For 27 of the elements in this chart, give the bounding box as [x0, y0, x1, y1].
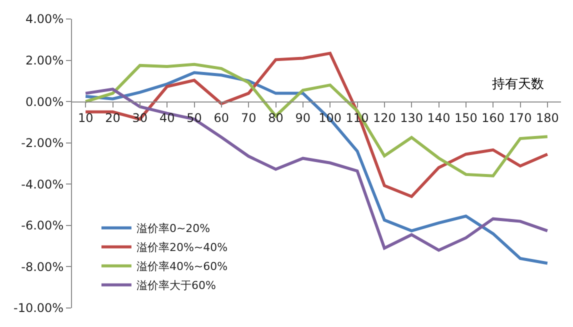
x-tick-label: 140 — [427, 110, 450, 125]
y-tick-label: -8.00% — [21, 260, 64, 274]
y-tick-label: -10.00% — [14, 301, 64, 316]
x-tick-label: 70 — [240, 110, 256, 125]
y-tick-label: 2.00% — [25, 53, 64, 68]
x-tick-label: 60 — [214, 110, 230, 125]
legend-label: 溢价率40%~60% — [136, 260, 228, 274]
x-tick-label: 120 — [372, 110, 396, 125]
x-tick-label: 10 — [78, 110, 94, 125]
x-tick-label: 40 — [159, 110, 175, 125]
x-tick-label: 90 — [295, 110, 311, 125]
x-tick-label: 150 — [454, 110, 478, 125]
y-tick-label: 0.00% — [25, 94, 64, 109]
x-tick-label: 20 — [105, 110, 120, 125]
legend-label: 溢价率20%~40% — [136, 241, 228, 254]
legend-label: 溢价率大于60% — [136, 279, 216, 292]
x-axis-title: 持有天数 — [492, 77, 544, 92]
x-tick-label: 80 — [268, 110, 284, 125]
y-tick-label: -6.00% — [21, 218, 64, 233]
y-tick-label: 4.00% — [25, 12, 64, 26]
x-tick-label: 130 — [400, 110, 424, 125]
y-tick-label: -2.00% — [21, 136, 64, 150]
legend-label: 溢价率0~20% — [136, 222, 210, 236]
y-tick-label: -4.00% — [21, 177, 64, 192]
x-tick-label: 170 — [508, 110, 532, 125]
x-tick-label: 160 — [482, 110, 505, 125]
x-tick-label: 180 — [536, 110, 559, 125]
